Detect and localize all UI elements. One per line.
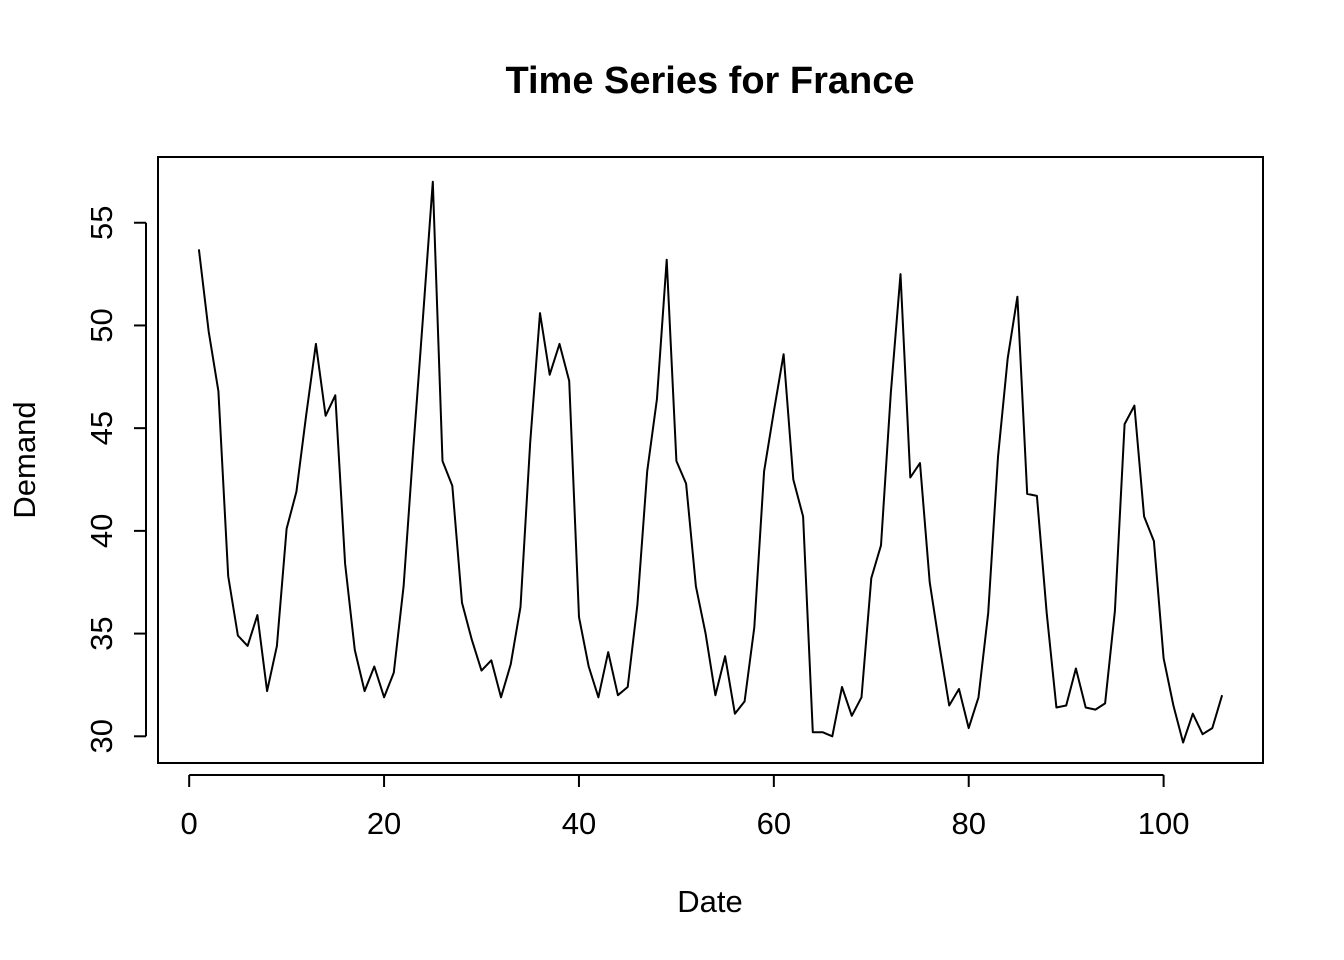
y-axis-label: Demand bbox=[7, 401, 42, 518]
x-tick-label: 60 bbox=[757, 806, 791, 841]
x-axis-label: Date bbox=[677, 884, 742, 919]
chart-title: Time Series for France bbox=[505, 60, 914, 102]
y-tick-label: 30 bbox=[84, 719, 119, 753]
y-tick-label: 55 bbox=[84, 205, 119, 239]
x-tick-label: 80 bbox=[951, 806, 985, 841]
y-tick-label: 45 bbox=[84, 411, 119, 445]
y-axis: 30 35 40 45 50 55 bbox=[84, 205, 147, 754]
y-tick-label: 35 bbox=[84, 616, 119, 650]
x-tick-label: 0 bbox=[181, 806, 198, 841]
x-axis: 0 20 40 60 80 100 bbox=[181, 774, 1190, 841]
x-tick-label: 20 bbox=[367, 806, 401, 841]
plot-frame bbox=[157, 156, 1264, 764]
x-tick-label: 40 bbox=[562, 806, 596, 841]
y-tick-label: 50 bbox=[84, 308, 119, 342]
series-line bbox=[197, 180, 1224, 744]
x-tick-label: 100 bbox=[1138, 806, 1190, 841]
y-tick-label: 40 bbox=[84, 514, 119, 548]
